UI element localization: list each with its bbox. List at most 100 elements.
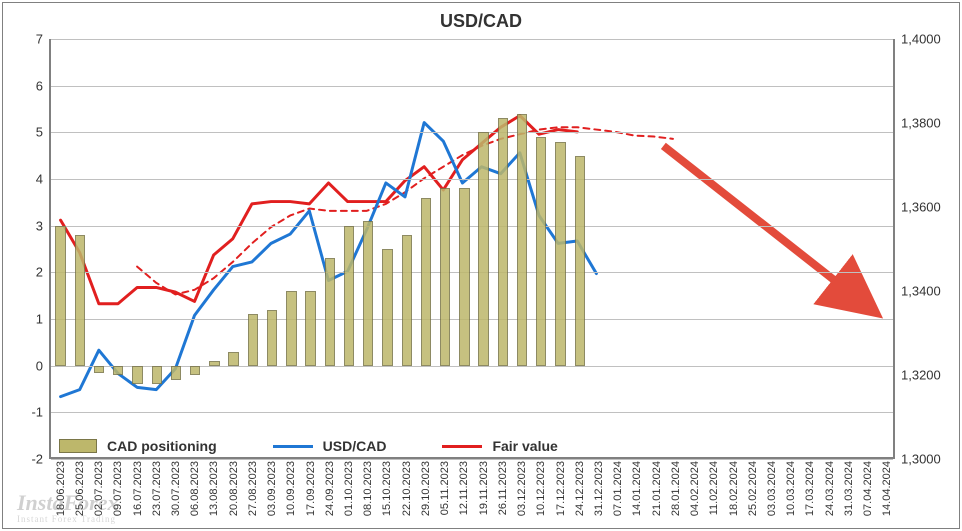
x-tick: 08.10.2023 xyxy=(362,461,374,516)
x-tick: 16.07.2023 xyxy=(132,461,144,516)
bar xyxy=(113,366,123,375)
y-tick-right: 1,3200 xyxy=(901,368,941,383)
x-tick: 04.02.2024 xyxy=(689,461,701,516)
bar xyxy=(382,249,392,366)
y-tick-right: 1,3400 xyxy=(901,284,941,299)
gridline xyxy=(51,226,893,227)
x-tick: 12.11.2023 xyxy=(458,461,470,515)
x-tick: 22.10.2023 xyxy=(401,461,413,516)
x-tick: 26.11.2023 xyxy=(497,461,509,515)
bar xyxy=(228,352,238,366)
bar xyxy=(132,366,142,385)
y-tick-left: -1 xyxy=(13,405,43,420)
bar xyxy=(363,221,373,366)
x-tick: 23.07.2023 xyxy=(151,461,163,516)
x-tick: 11.02.2024 xyxy=(708,461,720,515)
bar xyxy=(305,291,315,366)
legend-item-fair: Fair value xyxy=(442,438,557,454)
x-tick: 31.12.2023 xyxy=(593,461,605,516)
y-tick-right: 1,4000 xyxy=(901,32,941,47)
x-tick: 19.11.2023 xyxy=(478,461,490,515)
x-tick: 10.03.2024 xyxy=(785,461,797,516)
watermark: InstaForex Instant Forex Trading xyxy=(17,492,118,524)
bar xyxy=(575,156,585,366)
bar xyxy=(402,235,412,366)
gridline xyxy=(51,39,893,40)
x-tick: 06.08.2023 xyxy=(189,461,201,516)
y-tick-left: 4 xyxy=(13,172,43,187)
x-tick: 01.10.2023 xyxy=(343,461,355,516)
legend-label-fair: Fair value xyxy=(492,438,557,454)
bar xyxy=(209,361,219,366)
bar xyxy=(440,188,450,365)
y-tick-right: 1,3600 xyxy=(901,200,941,215)
gridline xyxy=(51,412,893,413)
y-tick-left: 6 xyxy=(13,78,43,93)
bar xyxy=(152,366,162,385)
x-tick: 10.12.2023 xyxy=(535,461,547,516)
x-tick: 27.08.2023 xyxy=(247,461,259,516)
legend: CAD positioning USD/CAD Fair value xyxy=(59,438,558,454)
x-tick: 15.10.2023 xyxy=(381,461,393,516)
bar xyxy=(517,114,527,366)
x-tick: 24.09.2023 xyxy=(324,461,336,516)
gridline xyxy=(51,272,893,273)
bar xyxy=(536,137,546,366)
x-tick: 21.01.2024 xyxy=(651,461,663,516)
gridline xyxy=(51,132,893,133)
y-tick-left: 5 xyxy=(13,125,43,140)
y-tick-right: 1,3000 xyxy=(901,452,941,467)
y-tick-left: 1 xyxy=(13,312,43,327)
x-tick: 07.04.2024 xyxy=(862,461,874,516)
x-tick: 18.02.2024 xyxy=(728,461,740,516)
bar xyxy=(344,226,354,366)
watermark-sub: Instant Forex Trading xyxy=(17,515,118,524)
legend-item-bars: CAD positioning xyxy=(59,438,217,454)
x-tick: 17.12.2023 xyxy=(555,461,567,516)
bar xyxy=(75,235,85,366)
x-tick: 03.12.2023 xyxy=(516,461,528,516)
gridline xyxy=(51,319,893,320)
chart-title: USD/CAD xyxy=(3,11,959,32)
bar xyxy=(459,188,469,365)
gridline xyxy=(51,86,893,87)
x-tick: 24.03.2024 xyxy=(824,461,836,516)
x-tick: 30.07.2023 xyxy=(170,461,182,516)
x-tick: 10.09.2023 xyxy=(285,461,297,516)
y-tick-left: 3 xyxy=(13,218,43,233)
bar xyxy=(171,366,181,380)
x-tick: 13.08.2023 xyxy=(208,461,220,516)
bar xyxy=(267,310,277,366)
bar xyxy=(421,198,431,366)
legend-label-bars: CAD positioning xyxy=(107,438,217,454)
x-tick: 03.03.2024 xyxy=(766,461,778,516)
chart-container: USD/CAD -2-1012345671,30001,32001,34001,… xyxy=(2,2,960,529)
x-tick: 20.08.2023 xyxy=(228,461,240,516)
bar xyxy=(478,132,488,365)
bar xyxy=(94,366,104,373)
y-tick-right: 1,3800 xyxy=(901,116,941,131)
plot-area: -2-1012345671,30001,32001,34001,36001,38… xyxy=(49,39,895,459)
x-tick: 17.09.2023 xyxy=(305,461,317,516)
x-tick: 14.01.2024 xyxy=(631,461,643,516)
x-tick: 17.03.2024 xyxy=(804,461,816,516)
x-tick: 03.09.2023 xyxy=(266,461,278,516)
bar xyxy=(55,226,65,366)
x-tick: 25.02.2024 xyxy=(747,461,759,516)
gridline xyxy=(51,179,893,180)
x-tick: 31.03.2024 xyxy=(843,461,855,516)
y-tick-left: 7 xyxy=(13,32,43,47)
x-tick: 07.01.2024 xyxy=(612,461,624,516)
legend-swatch-usdcad xyxy=(273,445,313,448)
y-tick-left: 0 xyxy=(13,358,43,373)
legend-swatch-bars xyxy=(59,439,97,453)
gridline xyxy=(51,459,893,460)
y-tick-left: 2 xyxy=(13,265,43,280)
legend-label-usdcad: USD/CAD xyxy=(323,438,387,454)
legend-swatch-fair xyxy=(442,445,482,448)
legend-item-usdcad: USD/CAD xyxy=(273,438,387,454)
x-tick: 14.04.2024 xyxy=(881,461,893,516)
x-tick: 28.01.2024 xyxy=(670,461,682,516)
x-tick: 24.12.2023 xyxy=(574,461,586,516)
bar xyxy=(286,291,296,366)
